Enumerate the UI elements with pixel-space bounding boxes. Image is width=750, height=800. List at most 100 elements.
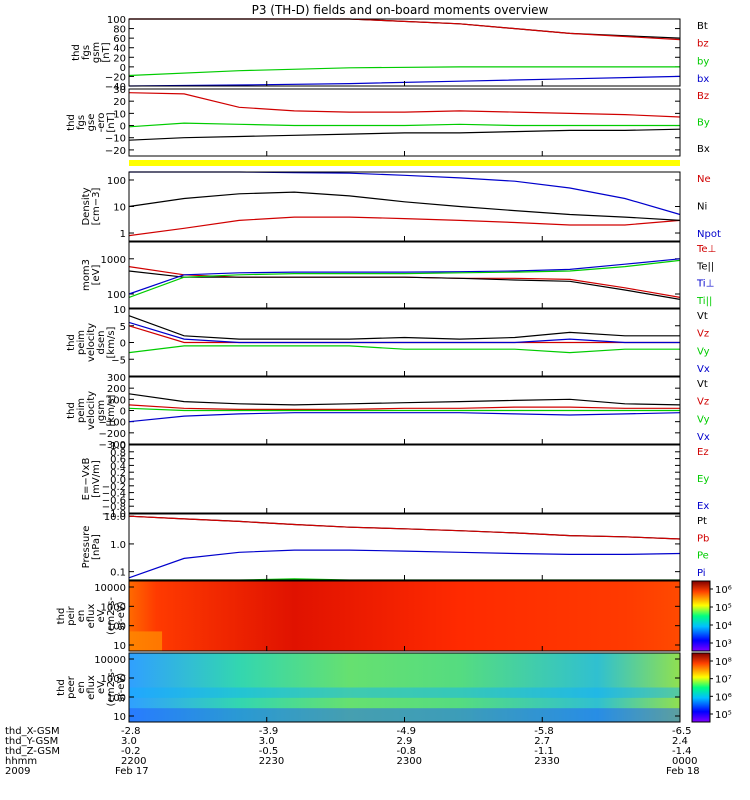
series-line-Bx <box>128 128 681 141</box>
y-tick-label: −0.8 <box>102 502 126 513</box>
y-tick-label: −300 <box>99 440 126 451</box>
y-axis-label: thd <box>66 334 77 351</box>
y-tick-label: −10 <box>105 134 126 145</box>
y-axis-label: [nT] <box>106 112 117 132</box>
y-tick-label: 0 <box>120 63 126 74</box>
y-tick-label: 1000 <box>101 602 126 613</box>
y-axis-label: peer <box>66 675 77 699</box>
y-axis-label: eV <box>96 609 107 622</box>
y-tick-label: 100 <box>107 15 126 26</box>
series-line-by <box>128 66 680 77</box>
x-row-value: -2.8 <box>121 726 141 737</box>
x-row-label: thd_Y-GSM <box>5 736 58 747</box>
legend-label: Pi <box>697 568 706 579</box>
y-axis-label: [nT] <box>101 42 112 62</box>
y-tick-label: 100 <box>107 176 126 187</box>
date-end-label: Feb 18 <box>666 766 700 777</box>
y-tick-label: −200 <box>99 429 126 440</box>
y-axis-label: peim <box>76 398 87 423</box>
legend-label: Ne <box>697 174 711 185</box>
y-axis-label: thd <box>56 679 67 696</box>
y-tick-label: 80 <box>113 25 126 36</box>
series-line-Bz <box>128 92 681 118</box>
legend-label: Bt <box>697 21 708 32</box>
x-row-value: 3.0 <box>259 736 275 747</box>
y-axis-label: fgs <box>81 45 92 60</box>
y-axis-label: gsm <box>91 42 102 63</box>
y-axis-label: eflux <box>86 604 97 629</box>
series-line-Te|| <box>128 270 681 300</box>
x-axis-annotation: thd_X-GSM -2.8 -3.9 -4.9 -5.8 -6.5 thd_Y-GSM 3.… <box>5 726 700 777</box>
panel-9: 10⁶ 10⁵ 10⁴ 10³ 10000 1000 100 10 thd peir en eflux… <box>56 580 732 652</box>
panel-background <box>129 445 680 513</box>
legend-label: Te|| <box>696 261 714 272</box>
legend-label: Vz <box>697 397 709 408</box>
x-row-value: 3.0 <box>121 736 137 747</box>
y-axis-label: velocity <box>86 323 97 362</box>
colorbar-label: 10⁵ <box>715 710 732 721</box>
date-start-label: Feb 17 <box>115 766 149 777</box>
legend-label: Pb <box>697 533 709 544</box>
y-tick-label: 0 <box>120 339 126 350</box>
panel-background <box>129 514 680 580</box>
y-axis-label: thd <box>66 114 77 131</box>
legend-label: Ez <box>697 447 709 458</box>
y-tick-label: −0.6 <box>102 495 126 506</box>
y-axis-label: dsen <box>96 330 107 354</box>
panel-background <box>129 19 680 86</box>
panel-8: 10.0 1.0 0.1 Pressure [nPa] Pt Pb Pe Pi <box>81 512 709 581</box>
y-axis-label: [nPa] <box>91 534 102 560</box>
y-axis-label: [mV/m] <box>91 460 102 498</box>
legend-label: Vt <box>697 311 708 322</box>
series-line-Pi <box>128 549 681 579</box>
y-tick-label: 300 <box>107 373 126 384</box>
x-row-value: -0.2 <box>121 746 141 757</box>
series-line-Vx <box>128 412 681 423</box>
legend-label: Ti|| <box>696 296 712 307</box>
legend-label: by <box>697 56 709 67</box>
series-line-Ti⊥ <box>128 258 681 295</box>
colorbar-label: 10⁵ <box>715 603 732 614</box>
legend-label: By <box>697 118 710 129</box>
y-tick-label: 0.8 <box>110 448 126 459</box>
y-tick-label: 10000 <box>94 655 126 666</box>
colorbar-label: 10³ <box>715 639 732 650</box>
legend-label: bz <box>697 39 709 50</box>
legend-label: Bx <box>697 144 710 155</box>
x-row-value: 2230 <box>259 756 284 767</box>
y-axis-label: [cm−3] <box>91 188 102 226</box>
y-tick-label: 10 <box>113 109 126 120</box>
y-axis-label: Pressure <box>81 526 92 569</box>
y-tick-label: 0.6 <box>110 455 126 466</box>
legend-label: Ex <box>697 501 709 512</box>
series-line-Vz <box>128 404 680 410</box>
y-tick-label: 30 <box>113 85 126 96</box>
x-row-value: 2.7 <box>534 736 550 747</box>
y-tick-label: −5 <box>111 355 126 366</box>
y-tick-label: −40 <box>105 82 126 93</box>
series-line-Vx <box>128 321 680 344</box>
y-tick-label: 0 <box>120 407 126 418</box>
panel-7: 1.00.80.60.40.20.0−0.2−0.4−0.6−0.8−1.0 E=… <box>81 441 709 520</box>
y-axis-label: E=−VxB <box>81 458 92 501</box>
y-tick-label: 0.2 <box>110 468 126 479</box>
y-axis-label: [km/s] <box>106 394 117 426</box>
y-tick-label: 1000 <box>101 255 126 266</box>
y-tick-label: 100 <box>107 693 126 704</box>
legend-label: Te⊥ <box>696 244 716 255</box>
legend-label: Pe <box>697 551 709 562</box>
spectrogram <box>129 581 680 651</box>
y-axis-label: en <box>76 681 87 694</box>
x-row-value: 2.9 <box>397 736 413 747</box>
y-tick-label: 1 <box>120 229 126 240</box>
y-axis-label: fgs <box>76 115 87 130</box>
legend-label: Ti⊥ <box>696 279 714 290</box>
x-row-value: -0.5 <box>259 746 279 757</box>
y-tick-label: 1.0 <box>110 540 126 551</box>
x-row-label: thd_X-GSM <box>5 726 60 737</box>
y-axis-label: [km/s] <box>106 326 117 358</box>
x-row-value: -1.1 <box>534 746 554 757</box>
